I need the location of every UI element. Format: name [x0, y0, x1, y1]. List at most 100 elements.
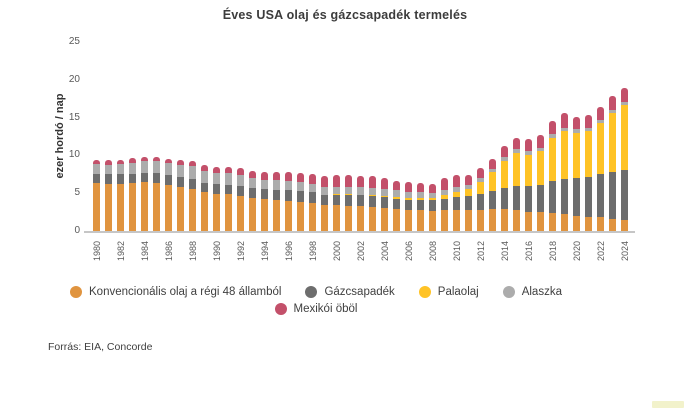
- bar-2015: [513, 138, 520, 231]
- y-tick-label: 0: [74, 225, 80, 236]
- legend-label: Mexikói öböl: [293, 303, 358, 315]
- segment: [165, 184, 172, 231]
- segment: [393, 180, 400, 191]
- x-tick-label: 1990: [211, 240, 222, 262]
- segment: [321, 205, 328, 231]
- segment: [561, 113, 568, 128]
- legend-item: Gázcsapadék: [305, 286, 395, 298]
- x-tick-label: 1982: [115, 240, 126, 262]
- segment: [417, 210, 424, 231]
- segment: [105, 183, 112, 231]
- segment: [537, 147, 544, 152]
- bar-1991: [225, 166, 232, 231]
- segment: [429, 184, 436, 193]
- segment: [489, 191, 496, 210]
- segment: [429, 192, 436, 198]
- segment: [525, 186, 532, 213]
- bar-1988: [189, 161, 196, 231]
- segment: [465, 184, 472, 189]
- segment: [237, 195, 244, 231]
- segment: [201, 182, 208, 192]
- segment: [489, 159, 496, 169]
- segment: [501, 156, 508, 161]
- segment: [321, 176, 328, 187]
- segment: [513, 185, 520, 210]
- bar-2022: [597, 106, 604, 231]
- bar-1981: [105, 159, 112, 231]
- segment: [453, 187, 460, 192]
- segment: [549, 181, 556, 213]
- segment: [333, 175, 340, 187]
- segment: [117, 183, 124, 231]
- legend-label: Konvencionális olaj a régi 48 államból: [89, 286, 282, 298]
- segment: [501, 146, 508, 157]
- segment: [405, 209, 412, 231]
- bar-2018: [549, 120, 556, 231]
- segment: [609, 110, 616, 114]
- legend-swatch-icon: [502, 286, 515, 298]
- segment: [333, 194, 340, 206]
- segment: [597, 174, 604, 218]
- segment: [321, 186, 328, 195]
- segment: [573, 178, 580, 216]
- x-tick-label: 2006: [403, 240, 414, 262]
- segment: [513, 153, 520, 186]
- segment: [381, 207, 388, 231]
- segment: [117, 164, 124, 175]
- segment: [453, 175, 460, 188]
- segment: [489, 209, 496, 231]
- segment: [333, 193, 340, 195]
- segment: [249, 197, 256, 231]
- bar-1996: [285, 172, 292, 231]
- segment: [513, 149, 520, 154]
- segment: [333, 186, 340, 194]
- x-tick-label: 1994: [259, 240, 270, 262]
- segment: [537, 212, 544, 231]
- segment: [597, 217, 604, 231]
- x-tick-label: 2018: [547, 240, 558, 262]
- bar-2012: [477, 168, 484, 231]
- bar-1986: [165, 158, 172, 231]
- segment: [429, 200, 436, 211]
- segment: [153, 161, 160, 174]
- segment: [321, 194, 328, 206]
- segment: [165, 175, 172, 185]
- segment: [465, 210, 472, 231]
- segment: [93, 164, 100, 174]
- segment: [573, 116, 580, 130]
- segment: [549, 138, 556, 182]
- x-tick-label: 2000: [331, 240, 342, 262]
- x-tick-label: 2004: [379, 240, 390, 262]
- segment: [141, 172, 148, 183]
- x-tick-label: 1998: [307, 240, 318, 262]
- segment: [177, 177, 184, 187]
- segment: [489, 168, 496, 173]
- segment: [273, 172, 280, 181]
- segment: [117, 159, 124, 165]
- segment: [573, 132, 580, 179]
- segment: [477, 177, 484, 182]
- segment: [429, 197, 436, 201]
- x-tick-label: 1992: [235, 240, 246, 262]
- segment: [189, 161, 196, 167]
- segment: [405, 192, 412, 198]
- bar-1992: [237, 168, 244, 231]
- segment: [285, 172, 292, 182]
- legend-swatch-icon: [70, 286, 83, 298]
- segment: [297, 172, 304, 183]
- segment: [489, 172, 496, 192]
- segment: [309, 183, 316, 193]
- bar-1999: [321, 176, 328, 231]
- segment: [549, 212, 556, 231]
- bar-1987: [177, 160, 184, 231]
- chart-legend: Konvencionális olaj a régi 48 államból Gá…: [0, 286, 632, 315]
- x-tick-label: 2002: [355, 240, 366, 262]
- segment: [561, 213, 568, 231]
- bar-2009: [441, 178, 448, 231]
- segment: [525, 150, 532, 155]
- bar-2001: [345, 175, 352, 231]
- bar-2007: [417, 182, 424, 231]
- segment: [345, 187, 352, 195]
- x-tick-label: 2020: [571, 240, 582, 262]
- x-axis-line: [84, 231, 635, 233]
